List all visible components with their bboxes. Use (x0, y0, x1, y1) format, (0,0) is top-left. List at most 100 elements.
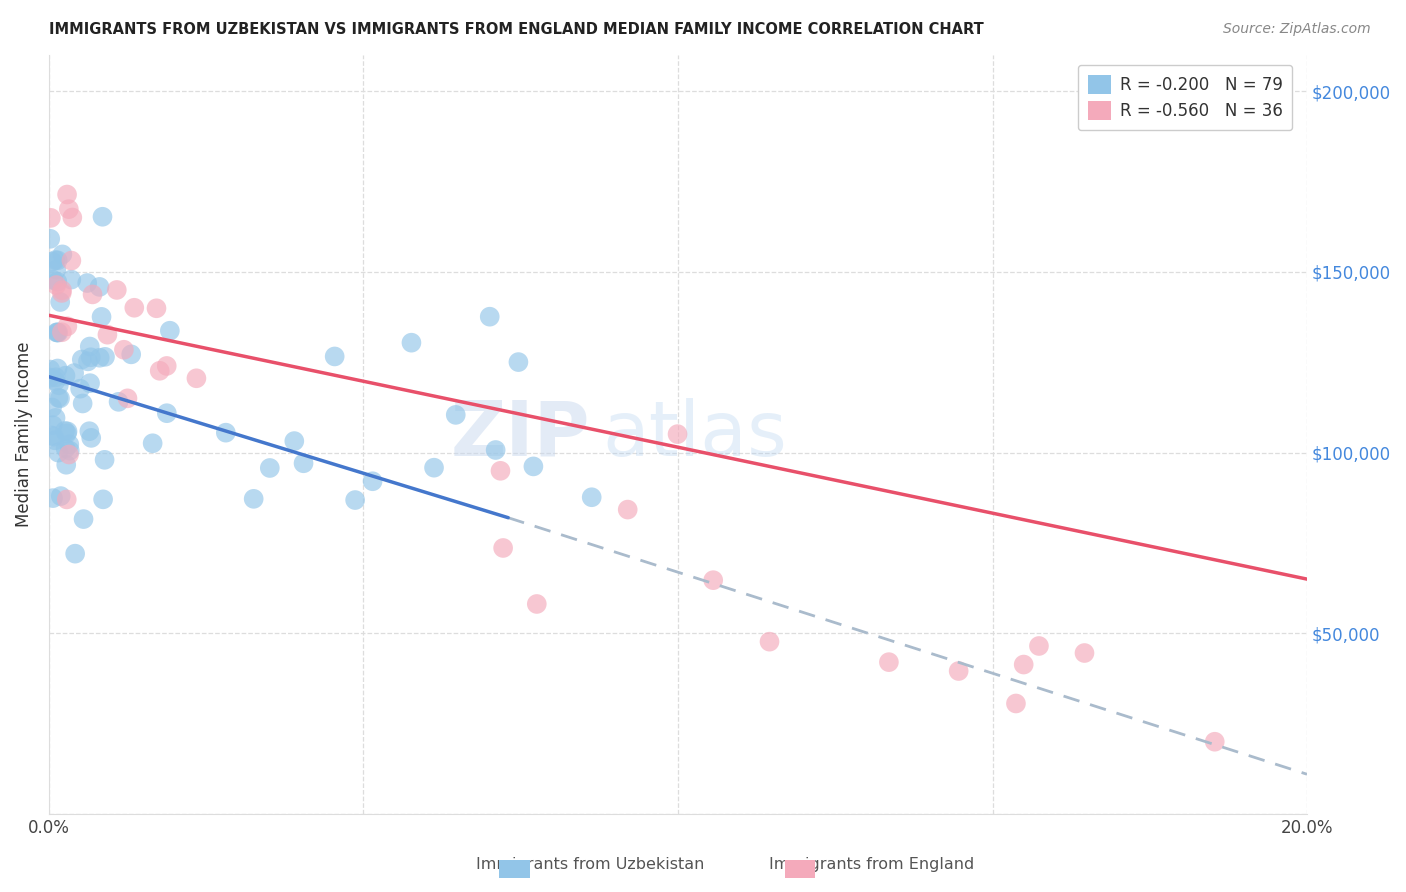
Point (361, 475, 384, 489)
Point (485, 442, 508, 457)
Point (45, 411, 67, 425)
Point (877, 655, 900, 669)
Point (72, 512, 94, 526)
Point (60, 272, 83, 286)
Point (292, 456, 315, 470)
Point (666, 427, 689, 442)
Point (80, 351, 103, 365)
Point (46, 326, 69, 340)
Point (51, 325, 73, 339)
Point (145, 301, 167, 316)
Point (1005, 697, 1028, 711)
Point (522, 459, 544, 474)
Point (401, 335, 423, 350)
Point (58, 448, 80, 462)
Legend: R = -0.200   N = 79, R = -0.560   N = 36: R = -0.200 N = 79, R = -0.560 N = 36 (1078, 65, 1292, 130)
Point (82, 287, 104, 301)
Point (159, 324, 181, 338)
Point (90, 310, 112, 324)
Point (156, 359, 179, 373)
Point (56, 426, 79, 441)
Point (89, 351, 111, 365)
Point (76, 276, 98, 290)
Point (45, 262, 67, 277)
Point (581, 490, 603, 504)
Point (55, 368, 77, 383)
Point (46, 253, 69, 268)
Point (70, 352, 93, 367)
Point (55, 458, 77, 472)
Point (60, 211, 83, 225)
Point (46, 391, 69, 405)
Point (58, 437, 80, 451)
Text: Source: ZipAtlas.com: Source: ZipAtlas.com (1223, 22, 1371, 37)
Point (55, 492, 77, 507)
Point (39, 232, 62, 246)
Point (105, 283, 128, 297)
Point (60, 253, 83, 268)
Y-axis label: Median Family Income: Median Family Income (15, 342, 32, 527)
Point (41, 428, 63, 442)
Point (51, 283, 73, 297)
Text: Immigrants from Uzbekistan: Immigrants from Uzbekistan (477, 857, 704, 872)
Point (46, 361, 69, 376)
Point (44, 253, 66, 268)
Point (42, 491, 65, 505)
Point (142, 436, 165, 450)
Point (96, 327, 118, 342)
Point (41, 401, 63, 415)
Point (55, 442, 77, 456)
Point (63, 366, 86, 380)
Point (42, 430, 65, 444)
Point (44, 434, 66, 448)
Point (758, 634, 780, 648)
Point (51, 247, 73, 261)
Point (39, 211, 62, 225)
Point (79, 376, 101, 391)
Point (46, 326, 69, 340)
Text: ZIP: ZIP (450, 398, 591, 472)
Point (478, 310, 501, 324)
Point (89, 280, 111, 294)
Point (45, 374, 67, 388)
Point (149, 364, 172, 378)
Point (444, 408, 467, 422)
Point (526, 597, 548, 611)
Point (423, 460, 446, 475)
Point (49, 392, 72, 406)
Point (56, 319, 79, 334)
Point (124, 301, 146, 315)
Point (59, 443, 82, 458)
Point (702, 573, 724, 587)
Point (186, 371, 208, 385)
Point (120, 347, 142, 361)
Point (72, 396, 94, 410)
Point (107, 394, 129, 409)
Point (79, 339, 101, 353)
Point (46, 445, 69, 459)
Point (117, 392, 139, 406)
Point (41, 254, 63, 268)
Point (79, 424, 101, 438)
Point (93, 452, 115, 467)
Point (489, 464, 512, 478)
Point (48, 378, 70, 392)
Point (46, 275, 69, 289)
Point (492, 541, 515, 555)
Point (77, 354, 100, 368)
Point (323, 350, 346, 364)
Point (1204, 735, 1226, 749)
Point (508, 355, 530, 369)
Point (53, 424, 76, 438)
Point (616, 502, 638, 516)
Point (45, 278, 67, 293)
Point (215, 425, 238, 440)
Text: IMMIGRANTS FROM UZBEKISTAN VS IMMIGRANTS FROM ENGLAND MEDIAN FAMILY INCOME CORRE: IMMIGRANTS FROM UZBEKISTAN VS IMMIGRANTS… (49, 22, 984, 37)
Point (80, 431, 103, 445)
Point (91, 492, 114, 507)
Point (948, 664, 970, 678)
Point (63, 547, 86, 561)
Point (91, 210, 114, 224)
Point (58, 202, 80, 216)
Point (51, 285, 73, 300)
